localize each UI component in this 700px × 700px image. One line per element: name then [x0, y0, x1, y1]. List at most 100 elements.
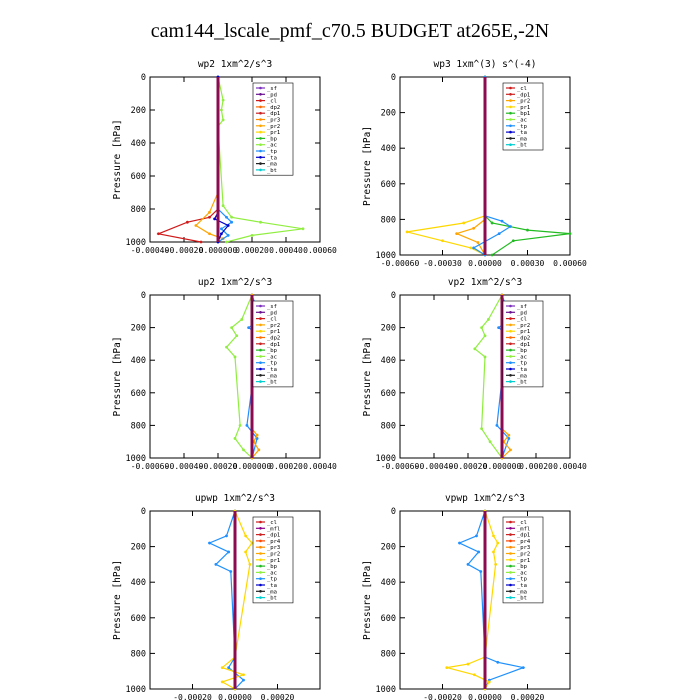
series-point	[220, 666, 224, 670]
x-tick-label: 0.00020	[235, 246, 269, 255]
series-point	[405, 230, 409, 234]
series-point	[455, 232, 459, 236]
series-point	[208, 232, 211, 236]
legend-entry: _dp2	[517, 336, 530, 342]
series-point	[225, 240, 228, 244]
y-tick-label: 1000	[376, 251, 396, 261]
legend-marker	[259, 111, 262, 115]
legend-entry: _ac	[517, 354, 527, 360]
plot-frame	[149, 76, 321, 243]
legend-marker	[509, 590, 512, 593]
series-point	[242, 678, 245, 682]
legend-entry: _sf	[517, 304, 527, 310]
y-tick-label: 400	[381, 356, 396, 366]
legend-marker	[509, 118, 512, 121]
legend-marker	[509, 583, 512, 587]
series-point	[208, 215, 211, 219]
x-tick-label: -0.00020	[199, 462, 238, 471]
series-point	[473, 347, 477, 351]
series-point	[445, 666, 449, 670]
y-tick-label: 200	[381, 324, 396, 334]
x-tick-label: -0.00040	[415, 462, 454, 471]
y-axis-label: Pressure [hPa]	[362, 336, 373, 416]
legend-marker	[259, 571, 262, 574]
legend-entry: _dp1	[517, 342, 530, 348]
series-line	[225, 294, 253, 459]
y-tick-label: 0	[391, 73, 396, 83]
series-point	[225, 345, 228, 349]
y-tick-label: 800	[381, 649, 396, 659]
y-tick-label: 800	[381, 215, 396, 225]
legend-marker	[259, 558, 262, 562]
legend-entry: _tp	[517, 124, 527, 130]
series-point	[221, 118, 225, 122]
series-point	[480, 326, 483, 329]
legend-marker	[259, 336, 262, 339]
legend-marker	[259, 143, 262, 146]
legend-marker	[509, 329, 512, 333]
legend-marker	[509, 130, 512, 134]
x-tick-label: -0.00060	[381, 462, 420, 471]
legend-entry: _ta	[517, 367, 527, 373]
legend-entry: _pr2	[267, 552, 280, 558]
y-axis-label: Pressure [hPa]	[362, 560, 373, 640]
legend-marker	[259, 361, 262, 365]
legend-entry: _dp2	[267, 105, 280, 111]
legend-marker	[509, 527, 512, 530]
x-tick-label: -0.00040	[165, 462, 204, 471]
y-tick-label: 400	[131, 356, 146, 366]
legend-entry: _bt	[267, 168, 277, 174]
legend-entry: _bt	[517, 143, 527, 149]
y-tick-label: 200	[131, 106, 146, 116]
x-tick-label: -0.00020	[173, 693, 212, 700]
panel-5: upwp 1xm^2/s^3 Pressure [hPa] 0 200 400 600 80…	[112, 493, 321, 700]
legend-entry: _dp1	[267, 533, 280, 539]
legend-marker	[509, 558, 512, 562]
legend-marker	[509, 564, 512, 568]
legend-entry: _ma	[517, 589, 527, 595]
legend-marker	[509, 86, 512, 90]
legend-marker	[509, 99, 512, 102]
legend-marker	[509, 355, 512, 358]
legend-marker	[259, 317, 262, 320]
series-point	[483, 355, 487, 359]
legend-entry: _cl	[517, 317, 527, 323]
legend-entry: _bp	[517, 564, 527, 570]
legend-entry: _sf	[267, 86, 277, 92]
legend-entry: _tp	[267, 361, 277, 367]
series-point	[226, 224, 230, 227]
x-tick-label: 0.00060	[553, 259, 587, 268]
plot-frame	[149, 294, 321, 459]
series-point	[259, 220, 262, 224]
legend-entry: _ma	[267, 373, 277, 379]
series-point	[480, 427, 483, 431]
legend-marker	[259, 162, 262, 165]
legend-marker	[259, 130, 262, 134]
y-tick-label: 600	[131, 172, 146, 182]
legend-entry: _bp	[517, 348, 527, 354]
series-point	[225, 534, 228, 538]
series-point	[235, 334, 239, 338]
series-point	[479, 570, 483, 573]
series-point	[507, 433, 511, 437]
legend-entry: _tp	[267, 577, 277, 583]
series-point	[476, 241, 480, 244]
y-tick-label: 1000	[126, 454, 146, 464]
legend-marker	[509, 380, 512, 383]
legend-marker	[509, 137, 512, 140]
x-tick-label: -0.00020	[449, 462, 488, 471]
legend-entry: _tp	[517, 361, 527, 367]
legend-marker	[259, 380, 262, 383]
legend-entry: _pd	[267, 92, 277, 98]
legend-marker	[509, 374, 512, 377]
series-point	[242, 673, 245, 677]
legend-entry: _tp	[517, 577, 527, 583]
legend-marker	[509, 533, 512, 536]
series-point	[497, 326, 500, 329]
x-tick-label: -0.00040	[131, 246, 170, 255]
y-tick-label: 600	[381, 180, 396, 190]
legend-marker	[259, 527, 262, 530]
x-tick-label: 0.00000	[218, 693, 252, 700]
legend-entry: _mfl	[267, 526, 280, 532]
legend-entry: _ma	[267, 589, 277, 595]
